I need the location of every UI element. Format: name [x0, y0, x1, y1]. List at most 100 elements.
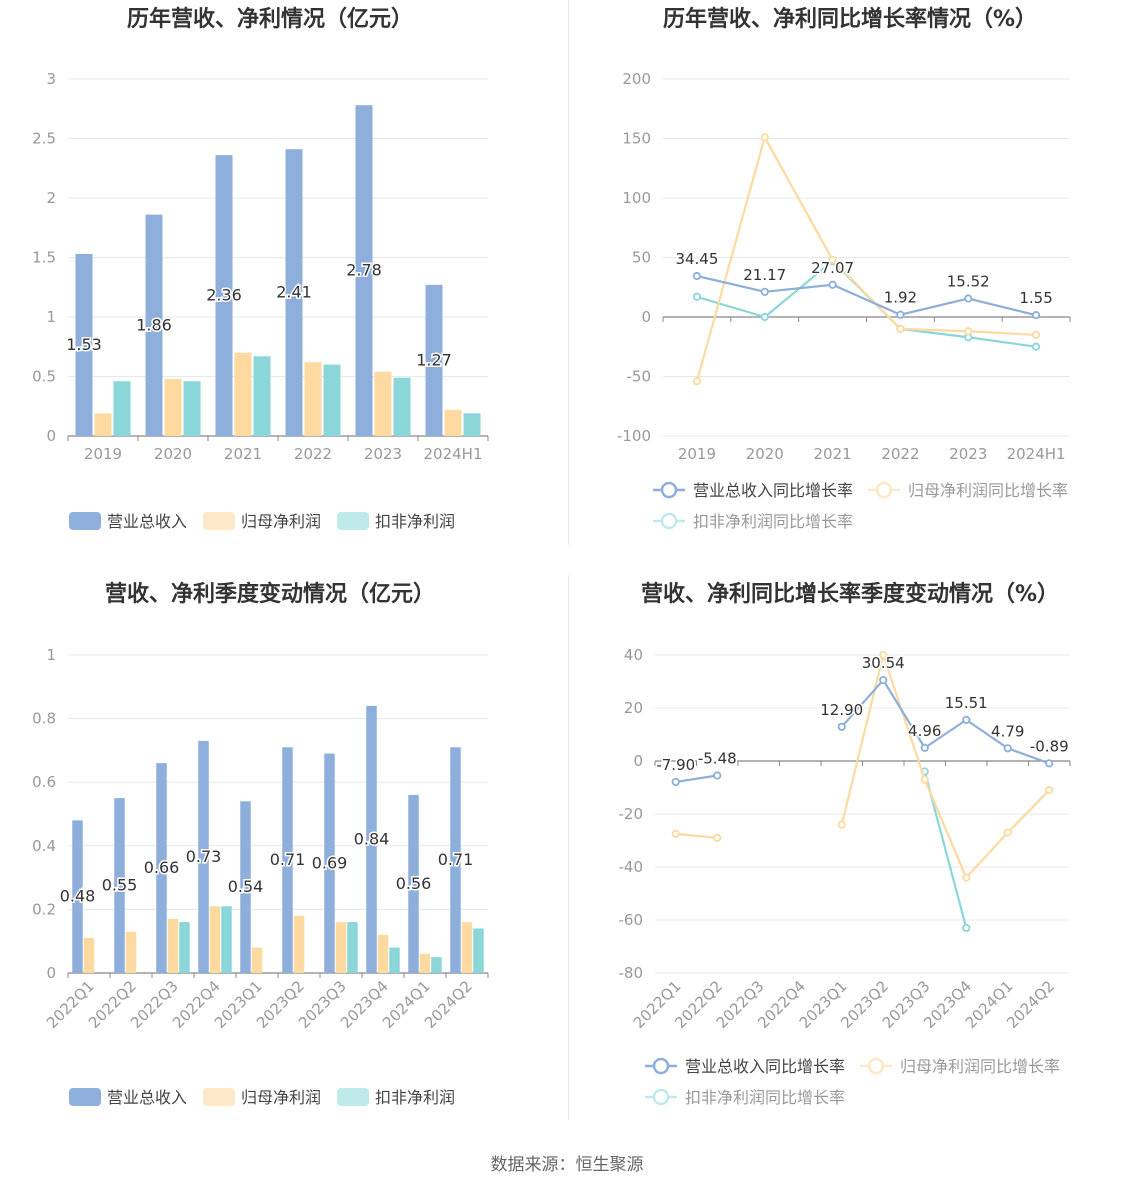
- y-tick-label: 100: [622, 189, 651, 207]
- x-tick-label: 2019: [84, 445, 122, 463]
- annual-growth-rate-panel: 历年营收、净利同比增长率情况（%） -100 -50 0 50 100 150 200 2019…: [567, 0, 1134, 570]
- x-tick-label: 2022: [881, 445, 919, 463]
- line-point: [879, 650, 888, 660]
- bar-deducted-profit: [431, 957, 442, 973]
- y-tick-label: 2.5: [32, 130, 56, 148]
- line-series-revenue: [675, 774, 718, 784]
- x-tick-label: 2024H1: [1007, 445, 1066, 463]
- line-point: [671, 829, 680, 838]
- annual-revenue-profit-panel: 历年营收、净利情况（亿元） 0 0.5 1 1.5 2 2.5 3 2019 2020 2021 20…: [0, 0, 567, 570]
- bar-net-profit: [251, 947, 263, 973]
- quarterly-growth-rate-panel: 营收、净利同比增长率季度变动情况（%） -80 -60 -40 -20 0 20 40 2022…: [567, 575, 1134, 1145]
- bar-deducted-profit: [179, 922, 190, 973]
- bar-deducted-profit: [323, 364, 341, 436]
- line-value-label: 34.45: [675, 250, 718, 268]
- bar-deducted-profit: [113, 381, 131, 436]
- line-point: [964, 294, 973, 303]
- legend-label: 归母净利润同比增长率: [900, 1057, 1060, 1076]
- line-point: [692, 377, 702, 386]
- bar-value-label: 2.78: [346, 261, 382, 280]
- line-point: [828, 255, 837, 264]
- bar-deducted-profit: [347, 922, 358, 973]
- line-point: [760, 287, 769, 296]
- bar-value-label: 0.69: [312, 853, 348, 872]
- line-point: [671, 777, 680, 787]
- legend-label: 营业总收入同比增长率: [693, 481, 853, 500]
- x-tick-label: 2021: [813, 445, 851, 463]
- bar-value-label: 2.36: [206, 286, 242, 305]
- legend-marker: [867, 1057, 885, 1075]
- y-tick-label: -80: [619, 964, 644, 982]
- line-point: [1031, 342, 1041, 351]
- line-value-label: -7.90: [656, 756, 695, 774]
- line-point: [920, 743, 929, 752]
- line-series-revenue: [696, 274, 1037, 317]
- bar-revenue: [215, 155, 233, 436]
- line-point: [962, 715, 971, 724]
- bar-revenue: [72, 820, 83, 973]
- x-tick-label: 2021: [224, 445, 262, 463]
- y-tick-label: -40: [619, 858, 644, 876]
- chart-svg: 历年营收、净利同比增长率情况（%） -100 -50 0 50 100 150 200 2019…: [617, 6, 1071, 531]
- bar-revenue: [324, 753, 335, 973]
- bar-net-profit: [304, 362, 322, 436]
- line-point: [713, 833, 722, 842]
- x-tick-label: 2023: [949, 445, 987, 463]
- y-tick-label: -20: [619, 805, 644, 823]
- bar-net-profit: [444, 409, 462, 436]
- legend-swatch: [203, 512, 235, 530]
- legend-marker: [652, 1088, 670, 1106]
- y-tick-label: 0.5: [32, 368, 56, 386]
- bar-deducted-profit: [473, 928, 484, 973]
- chart-svg: 营收、净利季度变动情况（亿元）00.20.40.60.812022Q12022Q…: [32, 581, 489, 1107]
- line-point: [837, 722, 846, 731]
- y-tick-label: -100: [617, 427, 651, 445]
- bar-net-profit: [83, 938, 95, 973]
- bar-value-label: 0.84: [354, 829, 390, 848]
- y-tick-label: 200: [622, 70, 651, 88]
- legend-label: 营业总收入: [107, 512, 187, 531]
- bar-net-profit: [164, 378, 182, 436]
- y-tick-label: 1.5: [32, 249, 56, 267]
- line-series-net-profit: [695, 134, 1037, 382]
- bar-deducted-profit: [463, 413, 481, 436]
- x-tick-label: 2023: [364, 445, 402, 463]
- legend-swatch: [203, 1088, 235, 1106]
- bar-revenue: [240, 801, 251, 973]
- line-value-label: 30.54: [862, 654, 905, 672]
- bar-revenue: [145, 214, 163, 436]
- y-tick-label: 0.6: [32, 773, 56, 791]
- y-tick-label: -50: [627, 368, 652, 386]
- chart-title: 历年营收、净利情况（亿元）: [127, 6, 413, 32]
- line-point: [964, 327, 973, 336]
- line-value-label: 4.79: [991, 722, 1024, 740]
- bar-net-profit: [125, 931, 137, 973]
- bar-deducted-profit: [393, 377, 411, 436]
- bar-value-label: 0.71: [438, 850, 474, 869]
- y-tick-label: 0.2: [32, 900, 56, 918]
- bar-net-profit: [167, 918, 179, 973]
- bar-deducted-profit: [253, 356, 271, 436]
- line-point: [1045, 786, 1054, 795]
- legend-swatch: [69, 1088, 101, 1106]
- bar-value-label: 0.66: [144, 858, 180, 877]
- line-value-label: 1.55: [1019, 289, 1052, 307]
- bar-value-label: 0.73: [186, 847, 222, 866]
- bar-deducted-profit: [221, 906, 232, 973]
- bar-value-label: 0.54: [228, 877, 264, 896]
- legend-swatch: [69, 512, 101, 530]
- y-tick-label: 0.4: [32, 837, 56, 855]
- x-tick-label: 2019: [678, 445, 716, 463]
- data-source: 数据来源：恒生聚源: [490, 1155, 644, 1175]
- line-point: [713, 771, 722, 780]
- bar-net-profit: [377, 934, 389, 973]
- y-tick-label: 3: [46, 70, 56, 88]
- bar-revenue: [114, 798, 125, 973]
- bar-value-label: 1.86: [136, 315, 172, 334]
- bar-net-profit: [374, 371, 392, 436]
- bar-value-label: 2.41: [276, 283, 312, 302]
- chart-svg: 营收、净利同比增长率季度变动情况（%）-80-60-40-20020402022…: [619, 581, 1071, 1107]
- y-tick-label: 40: [624, 646, 643, 664]
- legend-swatch: [337, 1088, 369, 1106]
- legend-label: 归母净利润同比增长率: [908, 481, 1068, 500]
